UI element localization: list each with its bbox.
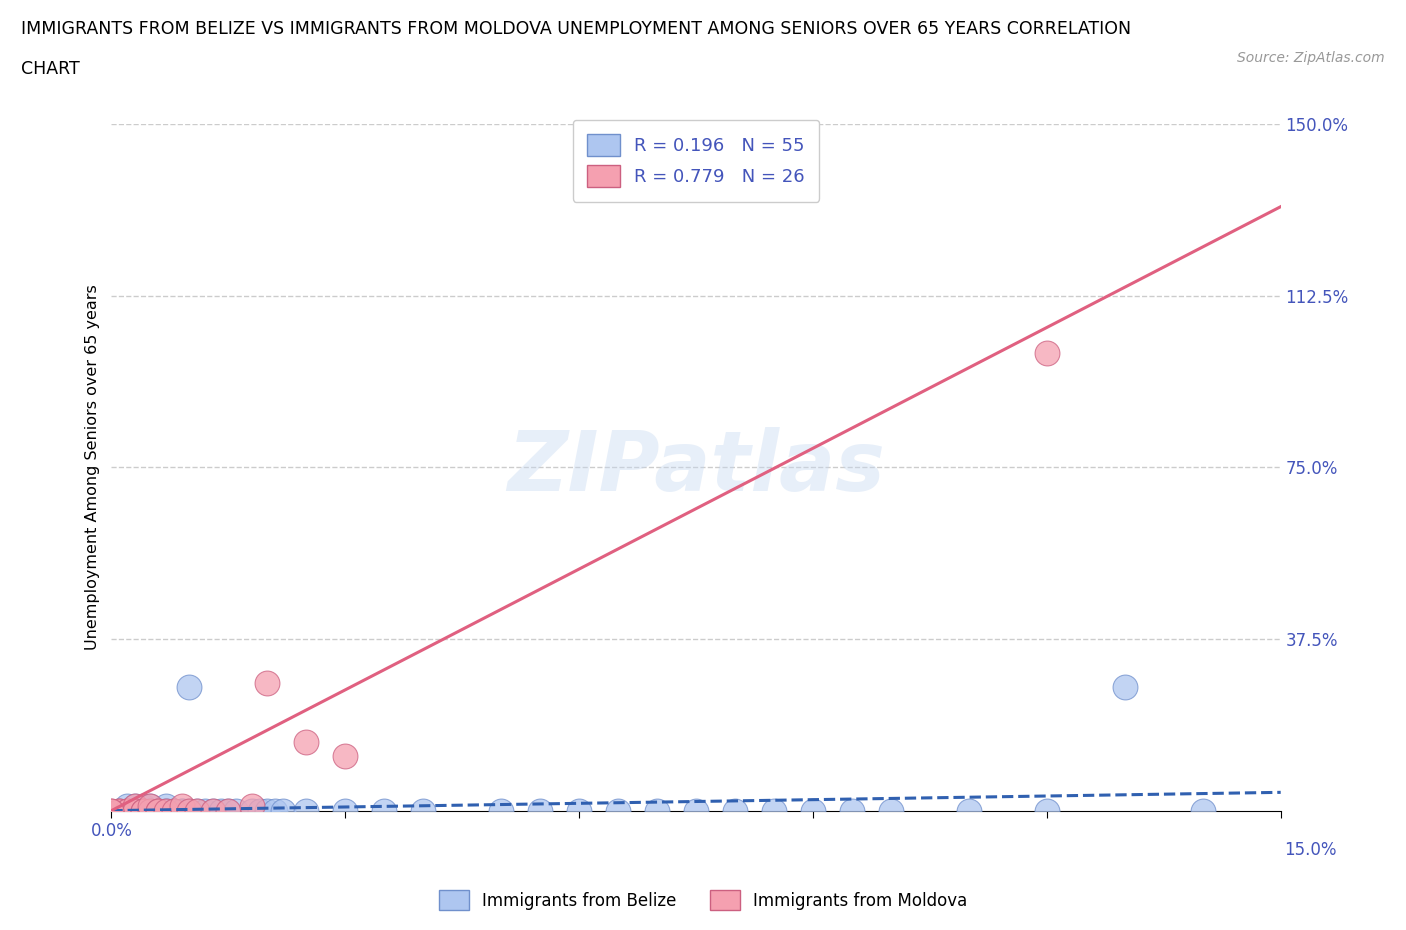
Point bbox=[1191, 804, 1213, 818]
Point bbox=[841, 804, 863, 818]
Point bbox=[115, 804, 138, 818]
Point bbox=[148, 804, 170, 818]
Point bbox=[148, 804, 170, 818]
Point bbox=[163, 804, 186, 818]
Point bbox=[256, 675, 278, 690]
Legend: Immigrants from Belize, Immigrants from Moldova: Immigrants from Belize, Immigrants from … bbox=[432, 884, 974, 917]
Point bbox=[131, 804, 153, 818]
Y-axis label: Unemployment Among Seniors over 65 years: Unemployment Among Seniors over 65 years bbox=[86, 285, 100, 650]
Point bbox=[100, 804, 122, 818]
Point bbox=[256, 804, 278, 818]
Point bbox=[880, 804, 903, 818]
Point bbox=[179, 680, 201, 695]
Point bbox=[1114, 680, 1136, 695]
Point bbox=[335, 749, 357, 764]
Point bbox=[115, 804, 138, 818]
Point bbox=[170, 799, 193, 814]
Text: ZIPatlas: ZIPatlas bbox=[508, 427, 884, 508]
Point bbox=[124, 804, 146, 818]
Point bbox=[209, 804, 232, 818]
Point bbox=[645, 804, 668, 818]
Point bbox=[201, 804, 224, 818]
Point bbox=[155, 804, 177, 818]
Point bbox=[194, 804, 217, 818]
Point bbox=[131, 804, 153, 818]
Point bbox=[568, 804, 591, 818]
Point bbox=[163, 804, 186, 818]
Text: 15.0%: 15.0% bbox=[1284, 842, 1336, 859]
Point bbox=[139, 799, 162, 814]
Point bbox=[155, 804, 177, 818]
Point bbox=[108, 804, 131, 818]
Point bbox=[124, 804, 146, 818]
Text: Source: ZipAtlas.com: Source: ZipAtlas.com bbox=[1237, 51, 1385, 65]
Point bbox=[373, 804, 395, 818]
Point bbox=[763, 804, 786, 818]
Point bbox=[108, 804, 131, 818]
Point bbox=[148, 804, 170, 818]
Point bbox=[724, 804, 747, 818]
Point bbox=[186, 804, 208, 818]
Point bbox=[124, 804, 146, 818]
Point bbox=[148, 804, 170, 818]
Point bbox=[124, 799, 146, 814]
Point bbox=[264, 804, 287, 818]
Point bbox=[179, 804, 201, 818]
Point bbox=[957, 804, 980, 818]
Point bbox=[115, 804, 138, 818]
Point bbox=[685, 804, 707, 818]
Point bbox=[139, 799, 162, 814]
Point bbox=[155, 804, 177, 818]
Point bbox=[100, 804, 122, 818]
Point bbox=[240, 799, 263, 814]
Point bbox=[139, 804, 162, 818]
Point bbox=[249, 804, 271, 818]
Legend: R = 0.196   N = 55, R = 0.779   N = 26: R = 0.196 N = 55, R = 0.779 N = 26 bbox=[572, 120, 820, 202]
Point bbox=[225, 804, 247, 818]
Point bbox=[139, 804, 162, 818]
Point bbox=[801, 804, 824, 818]
Point bbox=[201, 804, 224, 818]
Point bbox=[607, 804, 630, 818]
Point bbox=[295, 804, 318, 818]
Point bbox=[139, 804, 162, 818]
Point bbox=[529, 804, 551, 818]
Point bbox=[295, 735, 318, 750]
Point bbox=[155, 799, 177, 814]
Point bbox=[240, 804, 263, 818]
Point bbox=[271, 804, 294, 818]
Point bbox=[131, 804, 153, 818]
Text: IMMIGRANTS FROM BELIZE VS IMMIGRANTS FROM MOLDOVA UNEMPLOYMENT AMONG SENIORS OVE: IMMIGRANTS FROM BELIZE VS IMMIGRANTS FRO… bbox=[21, 20, 1132, 38]
Point bbox=[489, 804, 512, 818]
Point bbox=[217, 804, 239, 818]
Point bbox=[124, 799, 146, 814]
Point bbox=[163, 804, 186, 818]
Point bbox=[115, 799, 138, 814]
Point bbox=[131, 799, 153, 814]
Point bbox=[1036, 804, 1059, 818]
Point bbox=[217, 804, 239, 818]
Point bbox=[179, 804, 201, 818]
Point bbox=[335, 804, 357, 818]
Point bbox=[108, 804, 131, 818]
Point bbox=[186, 804, 208, 818]
Point bbox=[115, 804, 138, 818]
Point bbox=[131, 804, 153, 818]
Point bbox=[170, 804, 193, 818]
Text: CHART: CHART bbox=[21, 60, 80, 78]
Point bbox=[1036, 346, 1059, 361]
Point bbox=[170, 804, 193, 818]
Point bbox=[108, 804, 131, 818]
Point bbox=[412, 804, 434, 818]
